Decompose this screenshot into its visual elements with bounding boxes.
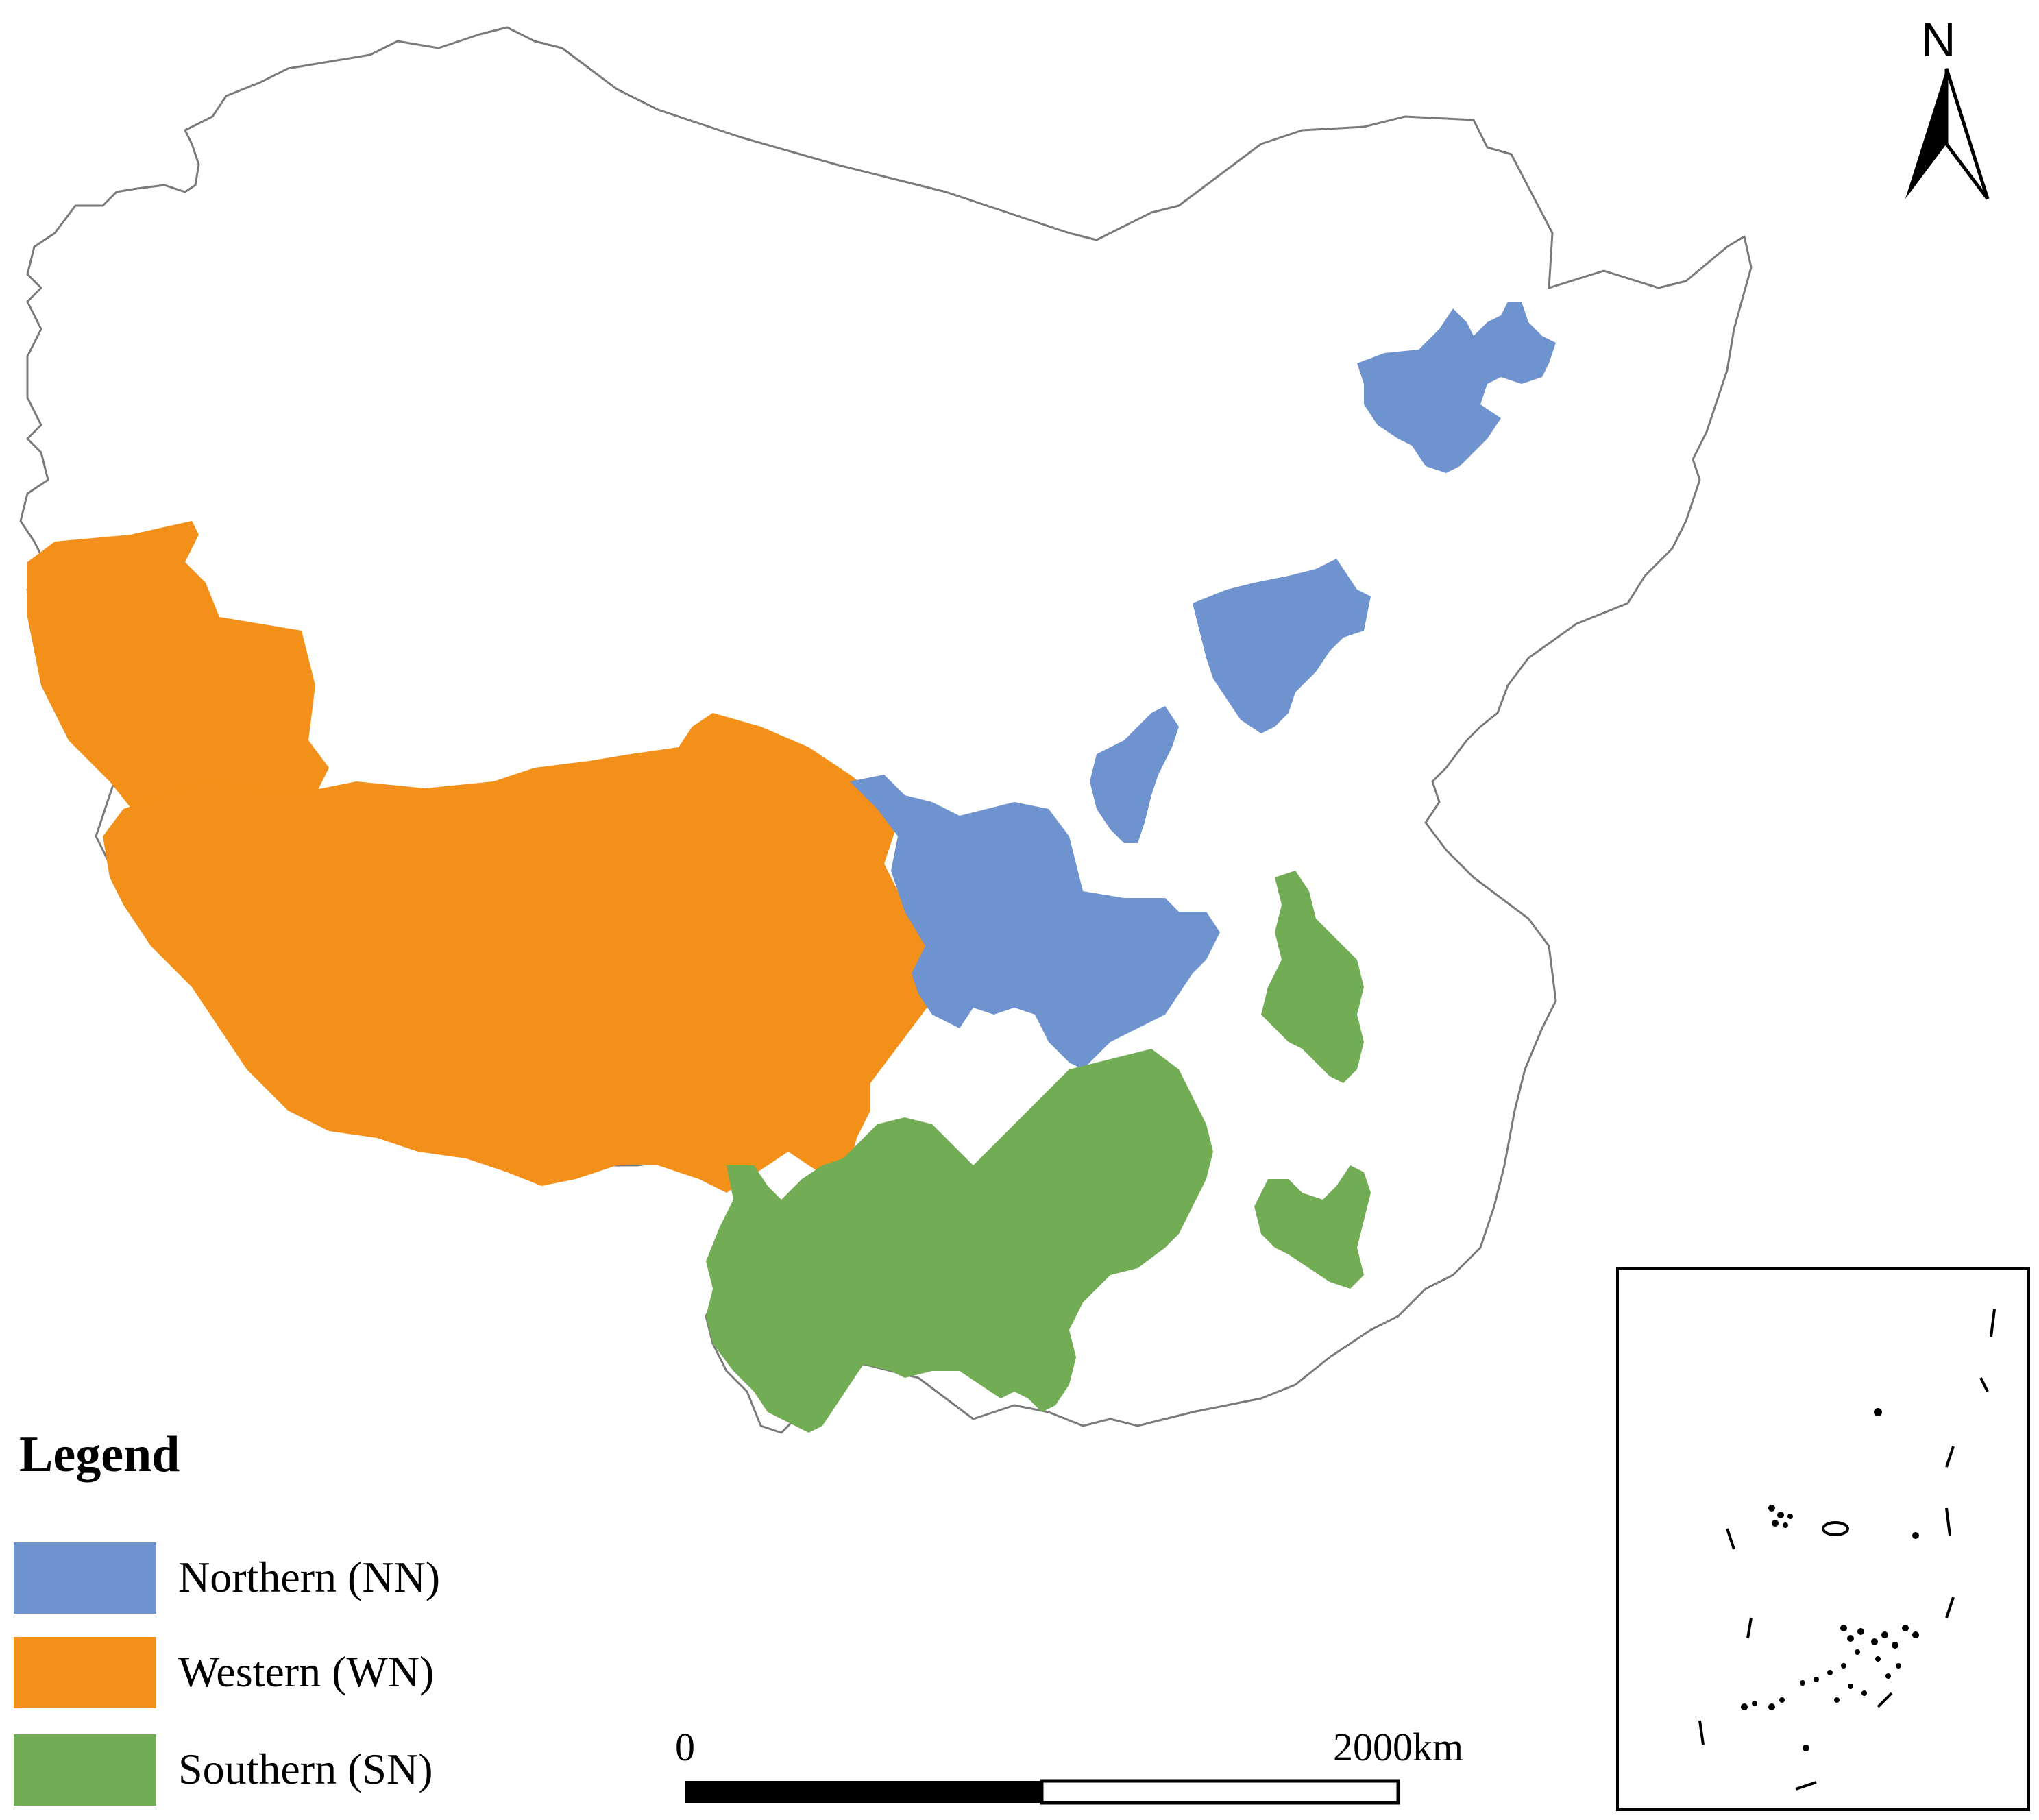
scale-start-label: 0 <box>675 1725 695 1769</box>
legend-item-western: Western (WN) <box>14 1637 631 1712</box>
north-label: N <box>1921 13 1956 66</box>
southern-region-yunnan-guizhou <box>706 1049 1213 1433</box>
southern-region-jiangxi <box>1261 871 1364 1083</box>
legend-swatch-southern <box>14 1734 156 1806</box>
region-western <box>27 521 939 1193</box>
western-region-tibet-qinghai <box>103 713 939 1193</box>
legend-swatch-northern <box>14 1542 156 1614</box>
legend-item-northern: Northern (NN) <box>14 1542 631 1618</box>
northern-region-shanxi <box>1090 706 1179 843</box>
legend-swatch-western <box>14 1637 156 1708</box>
northern-region-northeast <box>1357 302 1556 473</box>
legend-title: Legend <box>19 1427 180 1483</box>
region-southern <box>706 871 1371 1433</box>
northern-region-north-china <box>1193 559 1371 733</box>
southern-region-guangdong <box>1254 1165 1371 1289</box>
western-region-xinjiang-part <box>27 521 329 816</box>
legend-label-northern: Northern (NN) <box>178 1553 441 1601</box>
northern-region-loess <box>850 775 1220 1069</box>
scale-bar <box>685 1779 1400 1805</box>
south-china-sea-inset <box>1616 1267 2030 1811</box>
legend-label-western: Western (WN) <box>178 1647 435 1696</box>
north-arrow-icon <box>1905 68 1990 200</box>
scale-end-label: 2000km <box>1333 1725 1464 1769</box>
legend-label-southern: Southern (SN) <box>178 1745 433 1793</box>
region-northern <box>850 302 1556 1069</box>
legend-item-southern: Southern (SN) <box>14 1734 631 1810</box>
